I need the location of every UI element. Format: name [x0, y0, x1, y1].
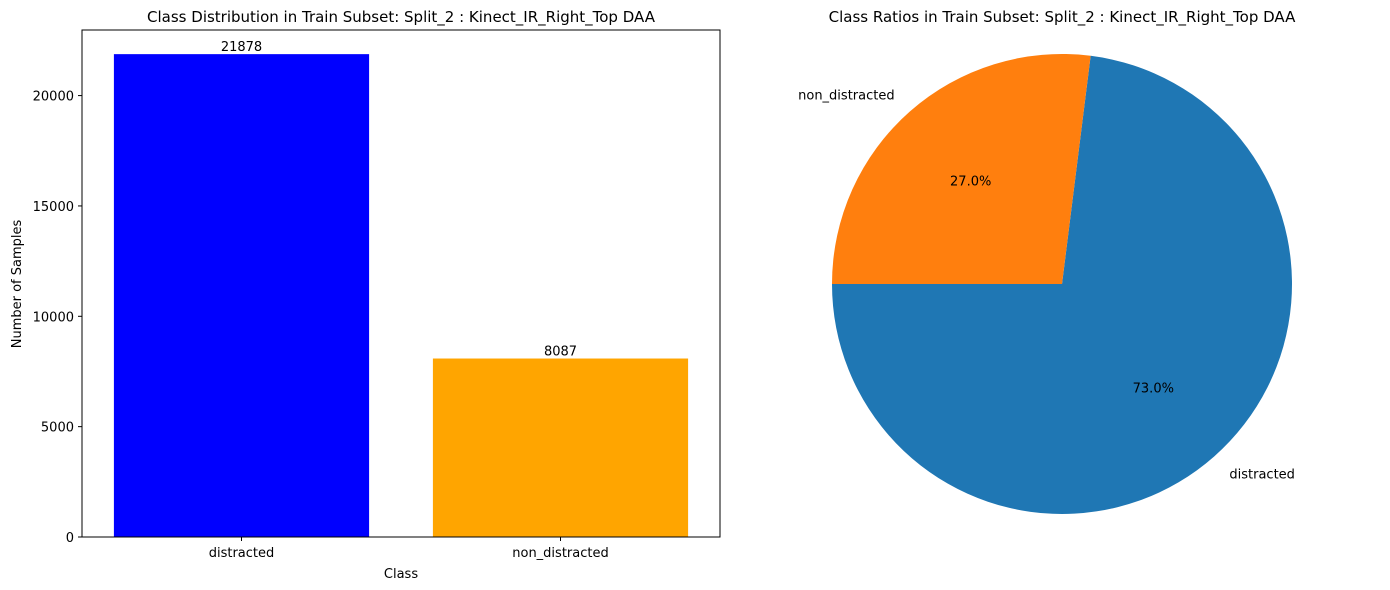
bar-y-axis-ticks: 0 5000 10000 15000 20000: [33, 90, 82, 546]
pie-labels: 73.0% distracted 27.0% non_distracted: [798, 88, 1295, 482]
pie-slice-non-distracted: [832, 53, 1091, 284]
x-tick-label: non_distracted: [512, 546, 608, 561]
y-tick-label: 20000: [33, 90, 74, 105]
bar-value-labels: 21878 8087: [221, 40, 577, 359]
pie-category-label: non_distracted: [798, 88, 894, 103]
pie-slices: [832, 53, 1292, 514]
pie-chart-title: Class Ratios in Train Subset: Split_2 : …: [829, 8, 1296, 27]
bar-non-distracted: [432, 358, 689, 537]
pie-percent-label: 27.0%: [950, 175, 991, 190]
y-tick-label: 0: [66, 531, 74, 546]
pie-category-label: distracted: [1229, 468, 1295, 483]
bar-group: [113, 54, 689, 537]
bar-y-axis-label: Number of Samples: [10, 220, 25, 349]
x-tick-label: distracted: [209, 546, 275, 561]
pie-slice-distracted: [832, 55, 1292, 514]
pie-percent-label: 73.0%: [1133, 381, 1174, 396]
bar-value-label: 8087: [544, 345, 577, 360]
y-tick-label: 10000: [33, 310, 74, 325]
bar-x-axis-ticks: distracted non_distracted: [209, 537, 609, 561]
pie-chart: Class Ratios in Train Subset: Split_2 : …: [798, 8, 1296, 514]
bar-plot-frame: [81, 29, 721, 538]
bar-value-label: 21878: [221, 40, 262, 55]
y-tick-label: 15000: [33, 200, 74, 215]
bar-x-axis-label: Class: [384, 567, 418, 582]
bar-distracted: [113, 54, 370, 537]
bar-chart-title: Class Distribution in Train Subset: Spli…: [147, 8, 656, 27]
bar-chart: Class Distribution in Train Subset: Spli…: [10, 8, 721, 582]
y-tick-label: 5000: [41, 421, 74, 436]
